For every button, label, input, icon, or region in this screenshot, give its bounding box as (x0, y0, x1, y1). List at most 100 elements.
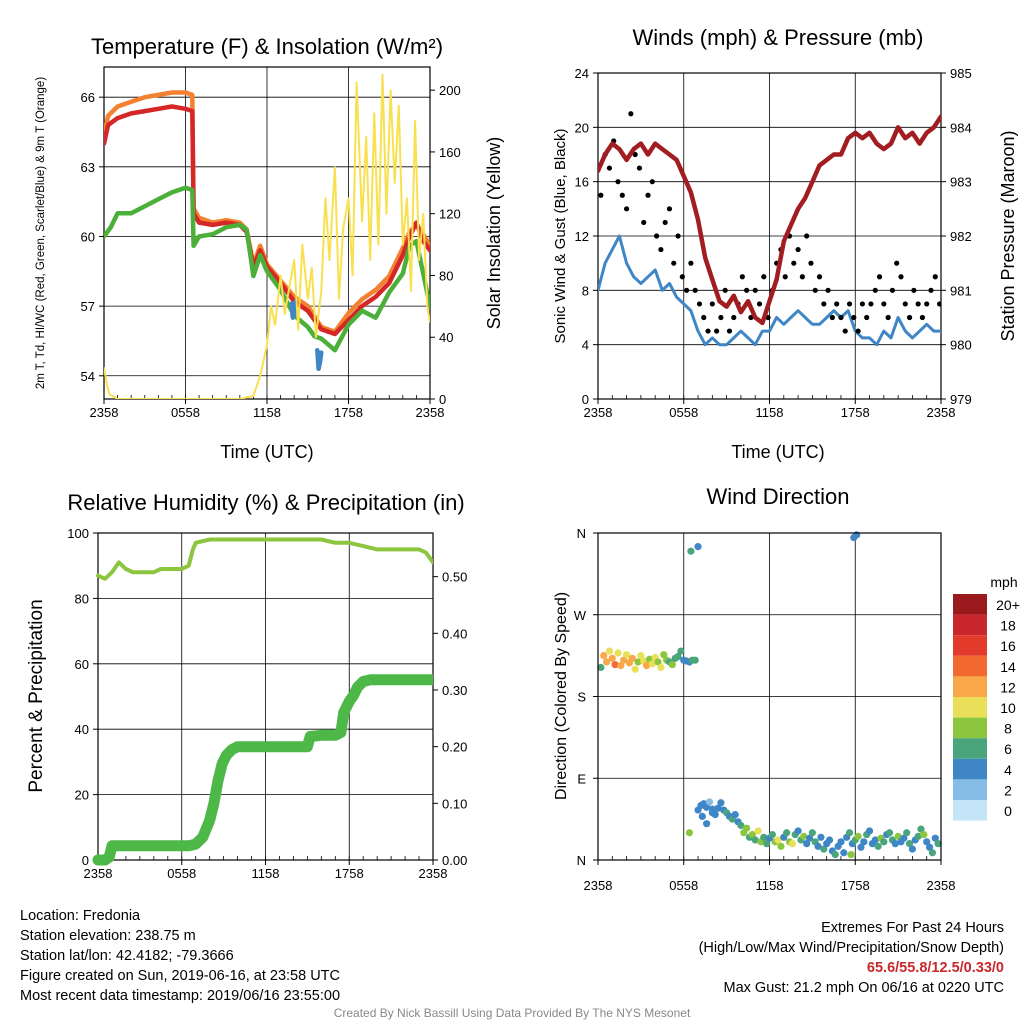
direction-point (597, 663, 605, 672)
direction-point (794, 827, 802, 835)
direction-point (853, 531, 861, 539)
direction-point (642, 662, 651, 670)
y-right-tick-label: 983 (950, 175, 972, 190)
direction-point (831, 850, 839, 859)
y-right-tick-label: 0.50 (442, 570, 467, 585)
x-tick-label: 1758 (335, 866, 364, 881)
gust-point (692, 287, 698, 293)
y-axis-label: Percent & Precipitation (26, 599, 47, 792)
colorbar-swatch (953, 655, 987, 677)
gust-point (649, 179, 655, 185)
direction-point (648, 660, 656, 668)
series-group (104, 73, 430, 399)
x-tick-label: 2358 (927, 405, 956, 420)
gust-point (924, 301, 930, 307)
gust-point (718, 314, 724, 321)
gust-point (894, 260, 900, 266)
x-tick-label: 1158 (253, 405, 281, 420)
x-tick-label: 2358 (416, 405, 445, 420)
y-right-tick-label: 980 (950, 338, 972, 353)
y-tick-label: 100 (67, 526, 89, 541)
gust-point (709, 301, 715, 307)
x-axis-label: Time (UTC) (220, 442, 313, 462)
gust-point (658, 246, 664, 253)
gust-point (915, 301, 921, 307)
station-info: Location: Fredonia Station elevation: 23… (20, 906, 340, 1006)
gust-point (701, 314, 707, 321)
gust-point (623, 206, 630, 212)
x-tick-label: 2358 (84, 866, 113, 881)
gust-point (641, 219, 647, 226)
direction-point (788, 840, 796, 848)
y-right-tick-label: 0.20 (442, 740, 467, 755)
colorbar-label: 4 (1004, 762, 1012, 778)
x-tick-label: 2358 (90, 405, 119, 420)
colorbar-label: 0 (1004, 803, 1012, 819)
panel-1: 2358 0558 1158 1758 2358 54 57 60 63 66 0 40 80 120 16… (35, 34, 504, 462)
direction-point (703, 820, 711, 828)
colorbar-label: 16 (1000, 638, 1016, 654)
direction-point (774, 836, 782, 844)
x-tick-label: 1158 (252, 866, 280, 881)
y-tick-label: 57 (81, 299, 95, 314)
direction-point (620, 656, 628, 664)
y-right-tick-label: 984 (950, 120, 972, 135)
gust-point (864, 314, 870, 321)
gust-point (606, 165, 613, 171)
x-tick-label: 0558 (167, 866, 196, 881)
y-tick-label: 60 (81, 229, 95, 244)
y-right-tick-label: 985 (950, 66, 972, 81)
direction-point (854, 832, 862, 840)
gust-point (653, 233, 660, 239)
colorbar-label: 20+ (996, 597, 1020, 613)
direction-point (617, 662, 625, 670)
gust-point (675, 233, 681, 239)
colorbar-swatch (953, 635, 987, 656)
direction-point (685, 829, 694, 837)
panel-2: 2358 0558 1158 1758 235804812162024979980981… (552, 25, 1018, 462)
direction-point (668, 661, 676, 669)
y-right-tick-label: 0.40 (442, 626, 467, 641)
direction-point (605, 647, 614, 655)
gust-point (906, 314, 913, 321)
gust-point (645, 192, 651, 198)
direction-point (885, 829, 894, 837)
gust-point (628, 111, 634, 117)
y-tick-label: 0 (82, 853, 89, 868)
x-tick-label: 2358 (419, 866, 448, 881)
series-pressure (598, 114, 941, 326)
gust-point (705, 328, 711, 334)
colorbar-title: mph (990, 574, 1017, 590)
direction-point (840, 849, 848, 857)
direction-point (731, 810, 739, 819)
direction-point (900, 834, 908, 842)
direction-point (845, 829, 854, 837)
gust-point (799, 274, 805, 280)
gust-point (756, 301, 763, 307)
direction-point (917, 825, 925, 833)
gust-point (868, 301, 874, 307)
direction-point (874, 842, 882, 850)
gust-point (838, 314, 844, 321)
direction-point (908, 845, 917, 853)
plot-frame (597, 532, 942, 861)
y-tick-label: 63 (81, 160, 95, 175)
y-tick-label: S (577, 690, 586, 705)
y-tick-label: 54 (81, 369, 95, 384)
gust-point (795, 246, 801, 253)
gust-point (825, 287, 831, 293)
direction-point (837, 838, 845, 846)
chart-title: Temperature (F) & Insolation (W/m²) (91, 34, 443, 59)
y-tick-label: 40 (75, 722, 89, 737)
direction-point (628, 654, 636, 662)
gust-point (761, 274, 767, 280)
gust-point (662, 219, 668, 226)
gust-point (739, 274, 745, 280)
y-right-tick-label: 0.10 (442, 796, 467, 811)
direction-point (803, 840, 811, 848)
direction-point (705, 798, 714, 806)
direction-point (622, 651, 631, 659)
x-tick-label: 2358 (584, 405, 613, 420)
credit-text: Created By Nick Bassill Using Data Provi… (333, 1006, 691, 1020)
